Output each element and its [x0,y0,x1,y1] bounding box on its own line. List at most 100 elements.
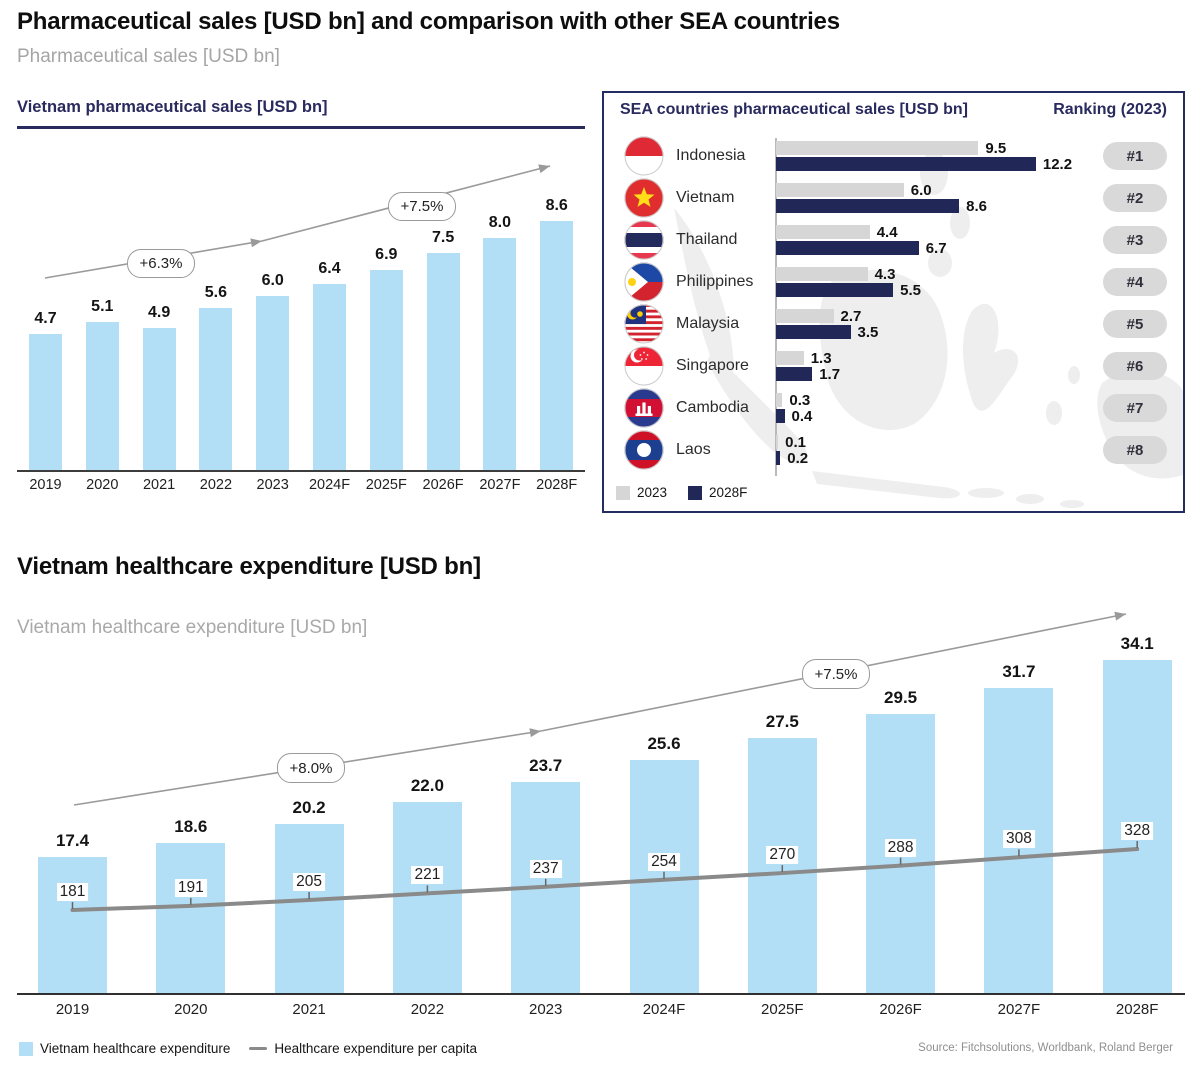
bar [274,823,344,993]
per-capita-point-label: 221 [411,866,444,885]
value-label-2023: 0.1 [785,434,806,451]
page-subtitle: Pharmaceutical sales [USD bn] [17,46,280,67]
bar-value-label: 17.4 [55,830,90,850]
per-capita-point-label: 181 [56,883,89,901]
chart-subtitle: Vietnam healthcare expenditure [USD bn] [17,617,368,638]
value-label-2028f: 3.5 [857,324,879,341]
bar [392,802,462,993]
bar-2028f [776,409,785,423]
bar-2023 [776,393,783,407]
rank-badge: #1 [1103,142,1167,170]
growth-annotation-badge: +7.5% [802,659,870,689]
indonesia-flag-icon [624,136,664,176]
value-label-2028f: 5.5 [900,282,921,299]
growth-annotation-badge: +8.0% [277,753,345,783]
bar-2028f [776,241,919,255]
x-axis-label: 2024F [642,1001,686,1018]
bar [142,327,176,470]
cambodia-flag-icon [624,388,664,428]
bar [29,333,62,470]
bar-2028f [776,325,851,339]
thailand-flag-icon [624,220,664,260]
philippines-flag-icon [624,262,664,302]
vietnam-flag-icon [624,178,664,218]
panel-legend: 2023 2028F [616,485,747,500]
x-axis-line [17,470,585,472]
bar [38,856,107,993]
x-axis-label: 2020 [86,477,119,493]
bar [747,737,817,993]
value-label-2023: 4.4 [876,224,898,241]
value-label-2028f: 12.2 [1042,156,1073,173]
value-label-2028f: 1.7 [819,366,841,383]
bar-value-label: 8.6 [545,196,568,214]
growth-annotation-badge: +6.3% [127,249,195,278]
bar-value-label: 5.6 [204,283,228,301]
bar-value-label: 23.7 [529,756,563,776]
bar-value-label: 20.2 [292,797,326,817]
bar-value-label: 6.4 [318,260,341,278]
value-label-2023: 4.3 [874,266,896,283]
x-axis-label: 2023 [256,477,289,493]
rank-badge: #7 [1103,394,1167,422]
title-underline [17,126,585,129]
country-label: Singapore [676,357,749,374]
per-capita-point-label: 288 [884,838,917,857]
x-axis-label: 2027F [997,1001,1041,1018]
legend-swatch-2028f [688,485,703,500]
bar [156,842,226,993]
value-label-2028f: 0.2 [787,450,809,467]
per-capita-point-label: 191 [174,878,207,897]
rank-badge: #5 [1103,310,1167,338]
legend-line-swatch [249,1046,268,1051]
rank-badge: #8 [1103,436,1167,464]
value-label-2028f: 6.7 [925,240,947,257]
value-label-2023: 0.3 [789,392,811,409]
x-axis-label: 2025F [365,477,407,493]
bar [313,284,346,470]
page-title: Pharmaceutical sales [USD bn] and compar… [17,8,840,35]
rank-badge: #2 [1103,184,1167,212]
legend-swatch-expenditure [19,1041,33,1056]
x-axis-label: 2026F [422,477,464,493]
bar-value-label: 18.6 [174,816,208,836]
bar [85,322,119,470]
bar [369,269,403,470]
x-axis-line [17,993,1185,995]
bar-2023 [776,351,804,365]
source-note: Source: Fitchsolutions, Worldbank, Rolan… [918,1042,1173,1054]
bar-value-label: 5.1 [91,298,114,316]
bar [629,759,699,993]
x-axis-label: 2020 [174,1001,208,1018]
bar-value-label: 34.1 [1120,633,1154,653]
bar-2028f [776,451,781,465]
sea-countries-panel: SEA countries pharmaceutical sales [USD … [602,91,1185,513]
per-capita-point-label: 328 [1121,821,1154,840]
chart-legend: Vietnam healthcare expenditure Healthcar… [19,1041,477,1056]
rank-badge: #4 [1103,268,1167,296]
bar [511,782,581,993]
country-label: Indonesia [676,147,746,164]
country-label: Philippines [676,273,754,290]
value-label-2023: 6.0 [910,182,932,199]
bar-value-label: 27.5 [765,711,799,731]
x-axis-label: 2026F [879,1001,922,1018]
x-axis-label: 2024F [308,477,351,493]
bar-value-label: 29.5 [884,687,918,707]
bar-value-label: 6.9 [375,245,398,263]
bar-2023 [776,435,779,449]
x-axis-label: 2022 [199,477,233,493]
bar-axis-line [775,138,777,476]
bar [256,296,290,470]
malaysia-flag-icon [624,304,664,344]
x-axis-label: 2021 [292,1001,326,1018]
bar-value-label: 25.6 [647,733,681,753]
per-capita-point-label: 205 [293,873,326,892]
per-capita-point-label: 270 [766,846,799,865]
rank-badge: #6 [1103,352,1167,380]
laos-flag-icon [624,430,664,470]
per-capita-point-label: 254 [648,852,680,871]
panel-title: SEA countries pharmaceutical sales [USD … [620,101,968,118]
bar-value-label: 31.7 [1002,661,1036,681]
